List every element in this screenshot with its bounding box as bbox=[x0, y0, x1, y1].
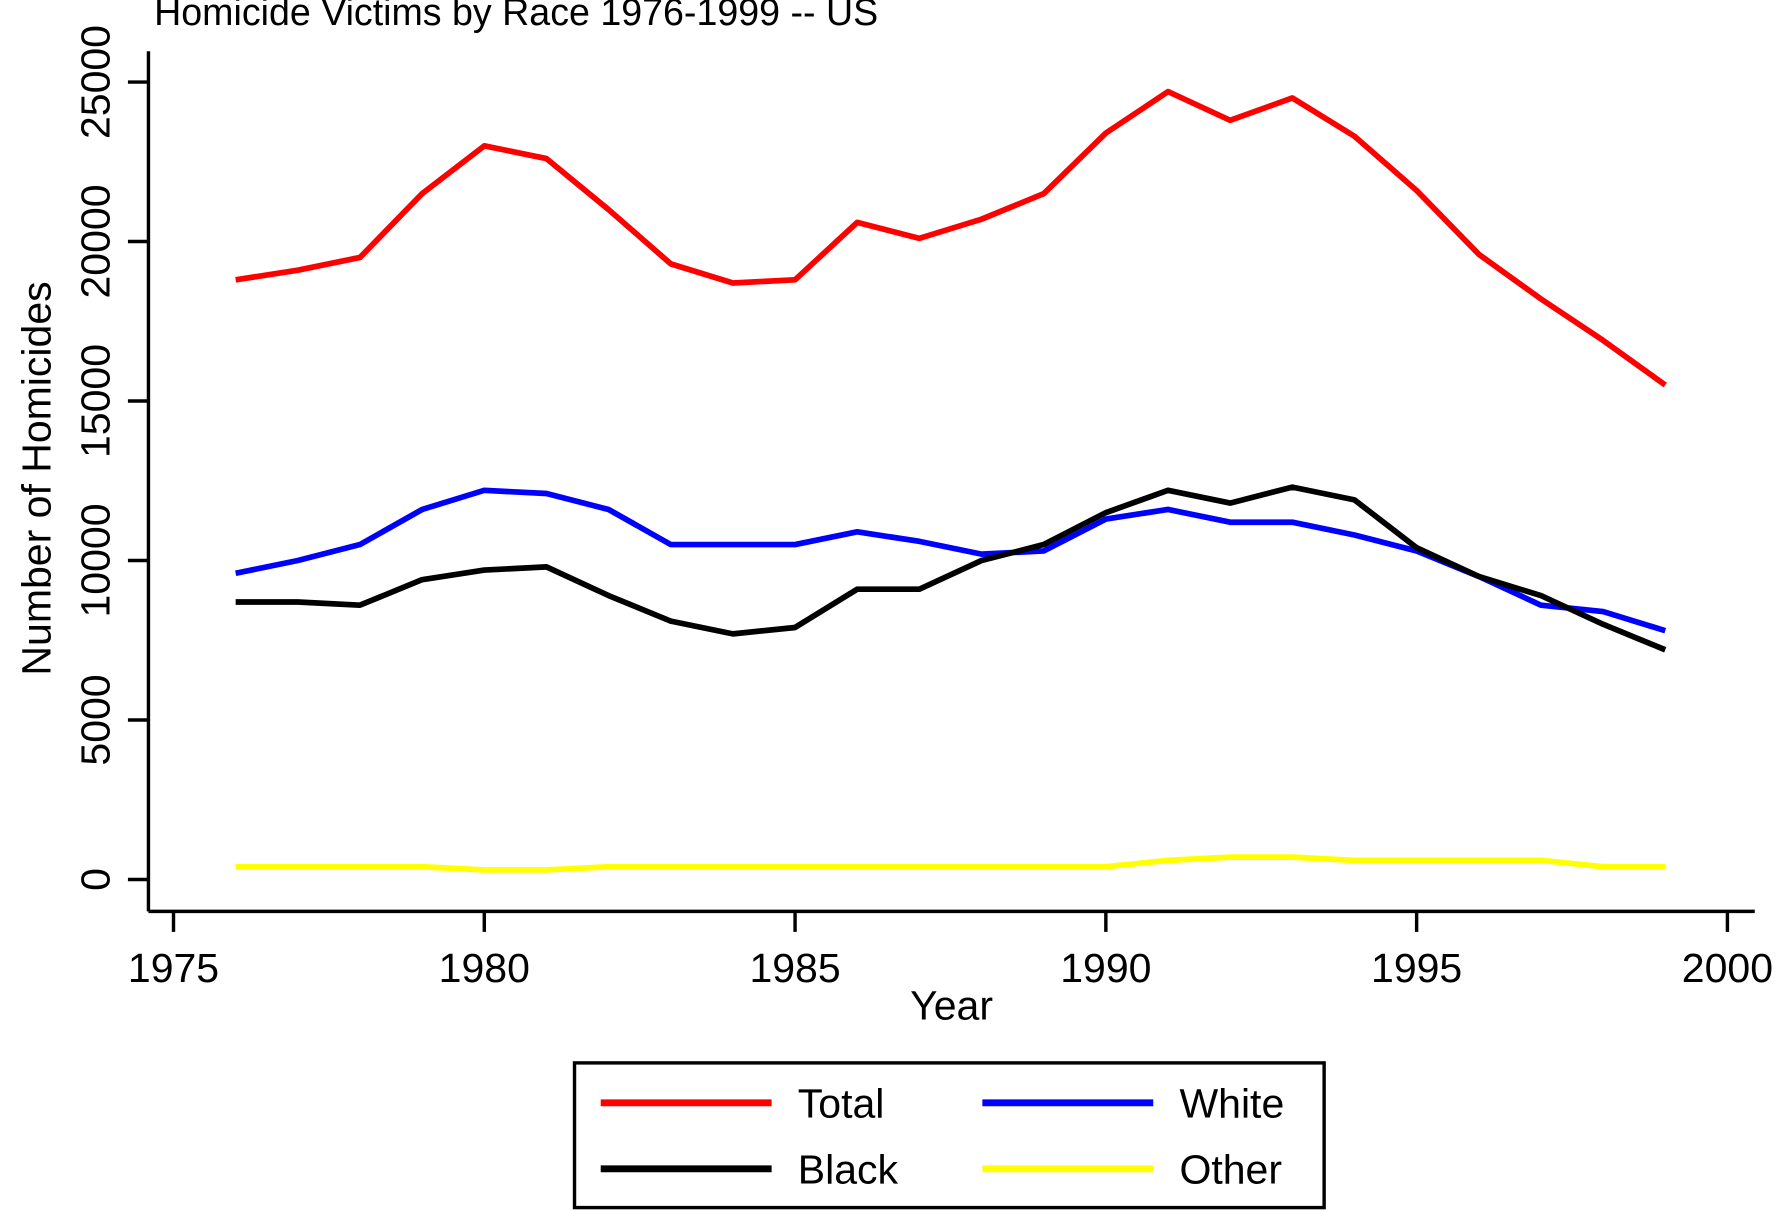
x-tick-label: 1990 bbox=[1060, 945, 1151, 991]
x-tick-label: 1995 bbox=[1371, 945, 1462, 991]
x-tick-label: 1980 bbox=[439, 945, 530, 991]
x-tick-label: 1985 bbox=[749, 945, 840, 991]
series-line bbox=[235, 88, 1667, 388]
series-line bbox=[235, 854, 1666, 873]
y-tick-label: 5000 bbox=[73, 674, 119, 765]
y-tick-label: 20000 bbox=[73, 185, 119, 299]
x-tick-label: 1975 bbox=[128, 945, 219, 991]
chart-title: Homicide Victims by Race 1976-1999 -- US bbox=[154, 0, 878, 33]
series-line bbox=[235, 484, 1667, 653]
legend-label: Other bbox=[1179, 1147, 1282, 1193]
y-tick-label: 25000 bbox=[73, 25, 119, 139]
legend-label: Total bbox=[798, 1081, 885, 1127]
y-tick-label: 15000 bbox=[73, 344, 119, 458]
y-tick-label: 10000 bbox=[73, 503, 119, 617]
legend-label: Black bbox=[798, 1147, 899, 1193]
y-tick-label: 0 bbox=[73, 868, 119, 891]
legend-label: White bbox=[1179, 1081, 1284, 1127]
x-tick-label: 2000 bbox=[1682, 945, 1773, 991]
x-axis-label: Year bbox=[910, 983, 993, 1029]
y-axis-label: Number of Homicides bbox=[13, 281, 59, 675]
legend-box bbox=[572, 1061, 1326, 1210]
